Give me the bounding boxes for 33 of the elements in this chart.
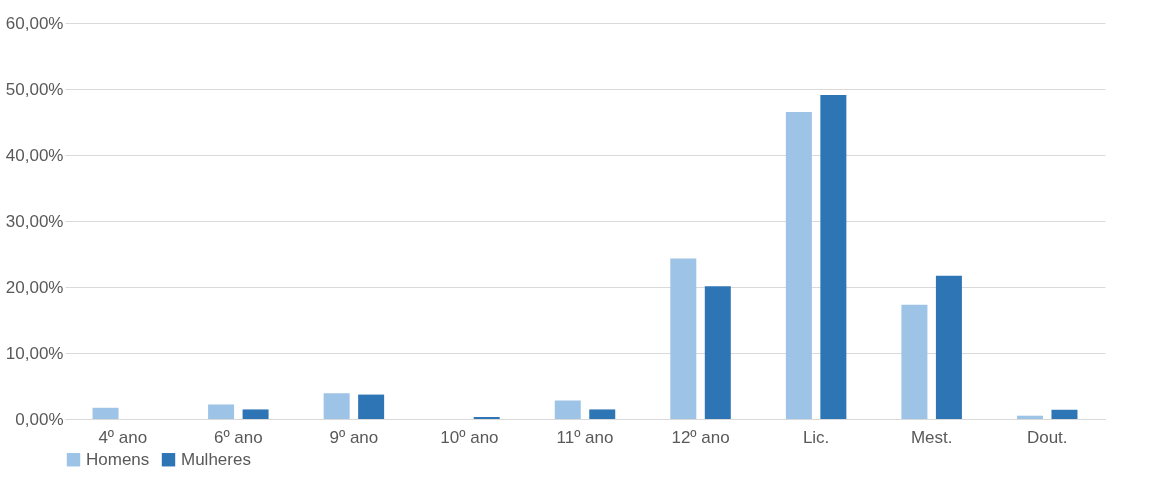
x-tick-label: Dout. xyxy=(1026,427,1068,447)
y-tick-label: 30,00% xyxy=(5,211,64,231)
bar xyxy=(208,404,235,419)
x-tick-label: 11º ano xyxy=(556,427,614,447)
bar xyxy=(1051,409,1078,419)
y-tick-label: 50,00% xyxy=(5,79,64,99)
bar xyxy=(901,304,928,419)
x-tick-label: 4º ano xyxy=(98,427,148,447)
bar xyxy=(670,258,697,419)
bar xyxy=(554,400,581,419)
bar xyxy=(589,409,616,419)
x-tick-label: 10º ano xyxy=(440,427,499,447)
bar xyxy=(704,286,731,419)
bar xyxy=(820,94,847,419)
x-tick-label: 6º ano xyxy=(213,427,263,447)
bar xyxy=(323,393,350,419)
bar xyxy=(358,394,385,419)
bar xyxy=(785,112,812,419)
x-tick-label: Mest. xyxy=(910,427,953,447)
bar xyxy=(242,409,269,419)
legend-label: Mulheres xyxy=(181,449,251,469)
y-tick-label: 10,00% xyxy=(5,343,64,363)
bar xyxy=(935,275,962,419)
legend-label: Homens xyxy=(86,449,150,469)
x-tick-label: 9º ano xyxy=(329,427,379,447)
y-tick-label: 60,00% xyxy=(5,13,64,33)
bar xyxy=(92,407,119,419)
bar xyxy=(1016,415,1043,419)
y-tick-label: 20,00% xyxy=(5,277,64,297)
x-tick-label: Lic. xyxy=(802,427,830,447)
y-tick-label: 40,00% xyxy=(5,145,64,165)
x-tick-label: 12º ano xyxy=(671,427,730,447)
y-tick-label: 0,00% xyxy=(15,409,64,429)
